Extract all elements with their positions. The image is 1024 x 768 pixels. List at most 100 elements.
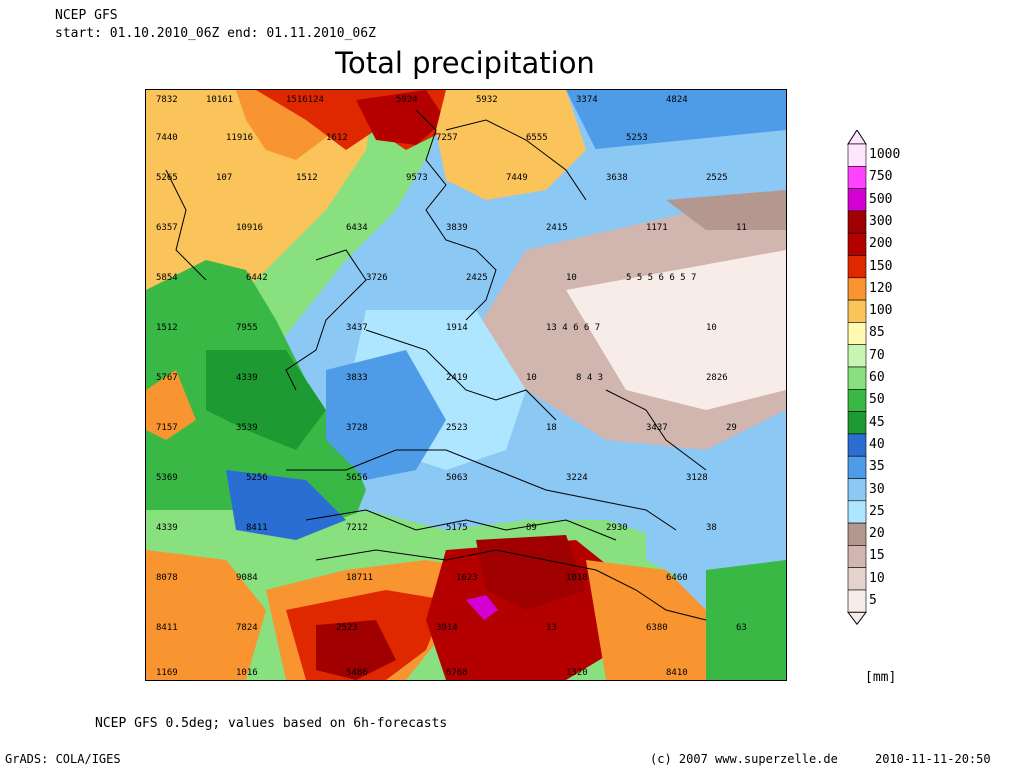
svg-text:5854: 5854 (156, 273, 178, 283)
svg-text:38: 38 (706, 523, 717, 533)
svg-text:3374: 3374 (576, 95, 598, 105)
legend-level-label: 60 (869, 370, 885, 385)
legend-level-label: 25 (869, 503, 885, 519)
legend-swatch (847, 277, 867, 301)
svg-text:8410: 8410 (666, 668, 688, 678)
software-credit: GrADS: COLA/IGES (5, 752, 121, 766)
precipitation-map: 7832 10161 1516124 5924 5932 3374 4824 7440 119… (145, 89, 787, 681)
svg-text:1612: 1612 (326, 133, 348, 143)
legend-swatch (847, 522, 867, 546)
svg-text:7212: 7212 (346, 523, 368, 533)
legend-level-label: 100 (869, 303, 893, 319)
creation-timestamp: 2010-11-11-20:50 (875, 752, 991, 766)
svg-text:5932: 5932 (476, 95, 498, 105)
svg-text:3539: 3539 (236, 423, 258, 433)
svg-text:4339: 4339 (156, 523, 178, 533)
svg-text:6380: 6380 (646, 623, 668, 633)
svg-text:1512: 1512 (296, 173, 318, 183)
svg-text:5767: 5767 (156, 373, 178, 383)
model-footnote: NCEP GFS 0.5deg; values based on 6h-fore… (95, 716, 448, 731)
legend-swatch (847, 165, 867, 189)
svg-text:10: 10 (706, 323, 717, 333)
svg-text:2930: 2930 (606, 523, 628, 533)
svg-text:3437: 3437 (346, 323, 368, 333)
svg-text:107: 107 (216, 173, 232, 183)
svg-text:11: 11 (736, 223, 747, 233)
legend-swatch (847, 411, 867, 435)
svg-text:10916: 10916 (236, 223, 263, 233)
legend-level-label: 40 (869, 436, 885, 452)
legend-level-label: 500 (869, 191, 893, 207)
precipitation-field: 7832 10161 1516124 5924 5932 3374 4824 7440 119… (146, 90, 786, 680)
svg-text:6460: 6460 (666, 573, 688, 583)
svg-text:3833: 3833 (346, 373, 368, 383)
svg-text:29: 29 (726, 423, 737, 433)
legend-color-bar (847, 129, 867, 626)
svg-text:6442: 6442 (246, 273, 268, 283)
svg-text:8411: 8411 (156, 623, 178, 633)
svg-text:13 4 6 6 7: 13 4 6 6 7 (546, 323, 600, 333)
legend-arrow-top (847, 129, 867, 145)
svg-text:7157: 7157 (156, 423, 178, 433)
svg-text:13: 13 (546, 623, 557, 633)
svg-text:11916: 11916 (226, 133, 253, 143)
color-legend: 1000 750 500 300 200 150 120 100 85 70 60 50 45 40 35 3… (847, 129, 927, 630)
legend-level-label: 20 (869, 526, 885, 542)
legend-level-label: 150 (869, 258, 893, 274)
svg-text:5063: 5063 (446, 473, 468, 483)
svg-text:3638: 3638 (606, 173, 628, 183)
legend-level-label: 200 (869, 236, 893, 252)
legend-level-label: 10 (869, 570, 885, 586)
legend-swatch (847, 210, 867, 234)
svg-text:1169: 1169 (156, 668, 178, 678)
svg-text:89: 89 (526, 523, 537, 533)
legend-level-label: 120 (869, 280, 893, 296)
svg-text:18: 18 (546, 423, 557, 433)
copyright-notice: (c) 2007 www.superzelle.de (650, 752, 838, 766)
svg-text:4339: 4339 (236, 373, 258, 383)
svg-text:10161: 10161 (206, 95, 233, 105)
svg-text:1018: 1018 (566, 573, 588, 583)
svg-text:2425: 2425 (466, 273, 488, 283)
legend-level-label: 70 (869, 347, 885, 363)
legend-swatch (847, 299, 867, 323)
legend-swatch (847, 567, 867, 591)
svg-text:6357: 6357 (156, 223, 178, 233)
svg-text:8 4 3: 8 4 3 (576, 373, 603, 383)
svg-text:1512: 1512 (156, 323, 178, 333)
legend-level-label: 5 (869, 593, 877, 608)
svg-text:1623: 1623 (456, 573, 478, 583)
svg-text:3726: 3726 (366, 273, 388, 283)
legend-swatch (847, 366, 867, 390)
svg-text:5924: 5924 (396, 95, 418, 105)
legend-swatch (847, 344, 867, 368)
svg-text:5265: 5265 (156, 173, 178, 183)
svg-text:3437: 3437 (646, 423, 668, 433)
svg-text:2523: 2523 (446, 423, 468, 433)
svg-text:3224: 3224 (566, 473, 588, 483)
svg-text:5253: 5253 (626, 133, 648, 143)
legend-swatch (847, 255, 867, 279)
map-title: Total precipitation (335, 46, 595, 80)
svg-text:6555: 6555 (526, 133, 548, 143)
svg-text:7449: 7449 (506, 173, 528, 183)
svg-text:8078: 8078 (156, 573, 178, 583)
svg-text:2523: 2523 (336, 623, 358, 633)
legend-swatch (847, 388, 867, 412)
legend-swatch (847, 232, 867, 256)
legend-level-label: 15 (869, 548, 885, 564)
svg-text:9573: 9573 (406, 173, 428, 183)
svg-text:3128: 3128 (686, 473, 708, 483)
svg-text:3839: 3839 (446, 223, 468, 233)
svg-text:9084: 9084 (236, 573, 258, 583)
legend-swatch (847, 322, 867, 345)
svg-text:10: 10 (526, 373, 537, 383)
svg-text:2525: 2525 (706, 173, 728, 183)
legend-swatch (847, 188, 867, 212)
svg-text:1516124: 1516124 (286, 95, 324, 105)
svg-text:5656: 5656 (346, 473, 368, 483)
svg-text:3914: 3914 (436, 623, 458, 633)
run-period: start: 01.10.2010_06Z end: 01.11.2010_06… (55, 26, 376, 41)
svg-text:6768: 6768 (446, 668, 468, 678)
svg-text:1320: 1320 (566, 668, 588, 678)
